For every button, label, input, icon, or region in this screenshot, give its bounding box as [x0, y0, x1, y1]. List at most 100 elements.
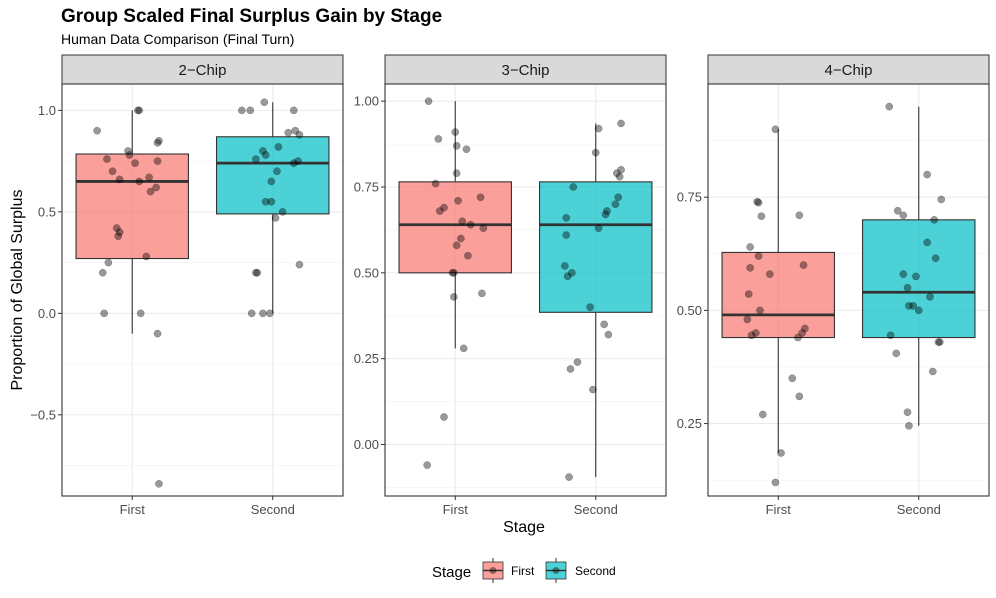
data-point: [424, 97, 433, 106]
data-point: [756, 306, 764, 315]
legend-label-second: Second: [575, 564, 616, 578]
data-point: [746, 263, 755, 272]
data-point: [905, 421, 913, 430]
data-point: [617, 119, 625, 128]
data-point: [604, 330, 613, 339]
data-point: [146, 187, 155, 196]
data-point: [771, 478, 780, 487]
data-point: [594, 124, 603, 133]
y-tick-label: 0.75: [677, 190, 702, 205]
box-body: [398, 181, 512, 274]
y-tick-label: 0.5: [38, 204, 56, 219]
data-point: [601, 210, 610, 219]
data-point: [135, 106, 144, 115]
data-point: [291, 126, 300, 135]
data-point: [449, 293, 458, 301]
data-point: [893, 206, 902, 215]
facet-label: 2−Chip: [179, 62, 227, 79]
y-tick-label: 0.25: [677, 416, 702, 431]
box-second: [538, 119, 653, 481]
data-point: [479, 224, 488, 233]
data-point: [459, 344, 468, 353]
data-point: [600, 320, 609, 329]
data-point: [115, 175, 124, 184]
y-tick-label: 0.0: [38, 306, 56, 321]
box-first: [398, 97, 512, 469]
data-point: [937, 195, 946, 204]
data-point: [237, 106, 246, 115]
data-point: [899, 211, 908, 220]
y-tick-label: 1.00: [354, 94, 379, 109]
data-point: [753, 197, 762, 206]
data-point: [452, 141, 461, 150]
data-point: [131, 159, 139, 168]
data-point: [612, 169, 621, 178]
data-point: [905, 301, 913, 310]
y-tick-label: 0.50: [354, 265, 379, 280]
data-point: [788, 374, 797, 383]
data-point: [934, 338, 943, 346]
y-tick-label: 0.00: [354, 437, 379, 452]
data-point: [153, 157, 162, 165]
data-point: [108, 167, 117, 176]
legend-point-first: [489, 567, 497, 574]
data-point: [440, 203, 448, 212]
data-point: [931, 254, 940, 263]
data-point: [278, 208, 287, 216]
x-tick-label: First: [443, 502, 469, 517]
data-point: [478, 289, 486, 298]
data-point: [923, 170, 932, 179]
data-point: [794, 333, 802, 342]
data-point: [476, 193, 485, 202]
data-point: [252, 268, 260, 277]
legend-key-first: [482, 558, 504, 583]
y-tick-label: 0.50: [677, 303, 702, 318]
data-point: [885, 102, 894, 111]
legend-label-first: First: [511, 564, 535, 578]
data-point: [125, 151, 134, 159]
data-point: [566, 365, 575, 373]
data-point: [614, 193, 623, 202]
data-point: [458, 217, 467, 226]
y-tick-label: 0.25: [354, 351, 379, 366]
data-point: [589, 385, 597, 394]
data-point: [115, 228, 124, 237]
facet-label: 4−Chip: [825, 62, 873, 79]
chart-title: Group Scaled Final Surplus Gain by Stage: [61, 6, 442, 27]
data-point: [451, 128, 460, 136]
data-point: [914, 306, 923, 315]
data-point: [153, 329, 162, 338]
data-point: [124, 147, 132, 155]
data-point: [801, 324, 809, 333]
facet-3-chip: 3−Chip 0.00 0.25 0.50 0.75 1.00 First Second: [354, 54, 667, 517]
data-point: [93, 126, 101, 135]
data-point: [289, 106, 298, 115]
facet-4-chip: 4−Chip 0.25 0.50 0.75 First Second: [677, 54, 990, 517]
panel-border: [61, 83, 344, 497]
data-point: [466, 220, 475, 229]
legend-key-second: [545, 558, 567, 583]
data-point: [152, 183, 160, 192]
data-point: [795, 211, 804, 220]
x-tick-label: Second: [251, 502, 295, 517]
data-point: [464, 251, 472, 260]
facet-strip: [61, 54, 344, 85]
legend-title: Stage: [432, 564, 471, 581]
data-point: [928, 367, 937, 376]
y-tick-label: 0.75: [354, 180, 379, 195]
data-point: [886, 331, 895, 340]
data-point: [903, 408, 912, 417]
data-point: [594, 224, 603, 233]
box-body: [861, 219, 976, 339]
data-point: [562, 231, 571, 239]
data-point: [267, 197, 276, 206]
x-axis-title: Stage: [503, 519, 545, 536]
data-point: [560, 262, 569, 270]
data-point: [462, 145, 471, 154]
data-point: [271, 214, 280, 222]
facet-2-chip: 2−Chip −0.5 0.0 0.5 1.0 First Second: [30, 54, 344, 517]
data-point: [423, 461, 431, 469]
data-point: [912, 272, 920, 281]
data-point: [611, 200, 620, 209]
data-point: [563, 272, 572, 281]
